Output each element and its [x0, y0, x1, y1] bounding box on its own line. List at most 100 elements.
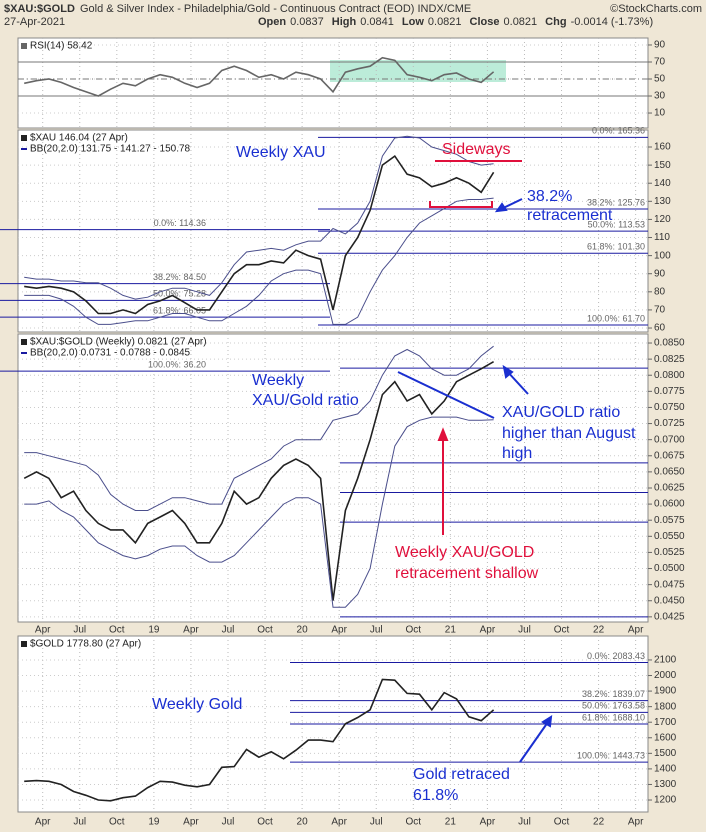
y-tick-label: 0.0675: [654, 450, 685, 461]
x-tick-label: Jul: [222, 625, 235, 636]
fib-label: 50.0%: 75.28: [153, 289, 206, 299]
panel-rsi: [17, 37, 649, 129]
y-tick-label: 1500: [654, 748, 677, 759]
x-tick-label: Apr: [183, 817, 199, 828]
y-tick-label: 1300: [654, 779, 677, 790]
x-tick-label: Jul: [370, 817, 383, 828]
band-line: [24, 135, 494, 300]
fib-label: 100.0%: 1443.73: [577, 750, 645, 760]
x-tick-label: Apr: [628, 817, 644, 828]
y-tick-label: 150: [654, 160, 671, 171]
x-tick-label: Apr: [628, 625, 644, 636]
y-tick-label: 10: [654, 108, 666, 119]
y-tick-label: 0.0525: [654, 547, 685, 558]
quote-value: -0.0014 (-1.73%): [571, 16, 654, 28]
y-tick-label: 1600: [654, 732, 677, 743]
quote-label: Open: [258, 16, 286, 28]
y-tick-label: 0.0600: [654, 499, 685, 510]
y-tick-label: 70: [654, 305, 666, 316]
y-tick-label: 0.0825: [654, 354, 685, 365]
fib-label: 61.8%: 101.30: [587, 242, 645, 252]
x-tick-label: Jul: [73, 625, 86, 636]
x-tick-label: 22: [593, 625, 605, 636]
x-tick-label: 19: [148, 817, 160, 828]
quote-label: High: [332, 16, 357, 28]
y-tick-label: 80: [654, 286, 666, 297]
fib-label: 0.0%: 2083.43: [587, 651, 645, 661]
y-tick-label: 130: [654, 196, 671, 207]
price-line: [24, 154, 495, 315]
arrow-head: [502, 364, 514, 379]
band-line: [24, 197, 494, 325]
x-tick-label: Apr: [35, 625, 51, 636]
x-tick-label: Apr: [35, 817, 51, 828]
fib-label: 61.8%: 1688.10: [582, 712, 645, 722]
x-tick-label: 21: [445, 625, 457, 636]
y-tick-label: 2100: [654, 655, 677, 666]
x-tick-label: Oct: [257, 625, 273, 636]
y-tick-label: 0.0475: [654, 579, 685, 590]
annotation: higher than August: [502, 425, 636, 442]
y-tick-label: 2000: [654, 670, 677, 681]
annotation: XAU/GOLD ratio: [502, 404, 620, 421]
x-tick-label: Oct: [406, 817, 422, 828]
annotation: retracement: [527, 207, 613, 224]
arrow-head: [494, 202, 508, 213]
annotation: Weekly Gold: [152, 696, 242, 713]
y-tick-label: 0.0450: [654, 595, 685, 606]
x-tick-label: 19: [148, 625, 160, 636]
quote-value: 0.0821: [428, 16, 462, 28]
y-tick-label: 0.0850: [654, 338, 685, 349]
x-tick-label: Apr: [331, 817, 347, 828]
legend-label: $XAU 146.04 (27 Apr): [30, 133, 128, 144]
annotation: Weekly: [252, 372, 304, 389]
quote-label: Low: [402, 16, 424, 28]
arrow: [519, 721, 549, 763]
price-line: [23, 361, 494, 601]
fib-label: 0.0%: 114.36: [154, 218, 206, 228]
annotation: 38.2%: [527, 188, 572, 205]
fib-label: 38.2%: 84.50: [153, 272, 206, 282]
annotation: XAU/Gold ratio: [252, 392, 359, 409]
fib-label: 50.0%: 113.53: [588, 220, 645, 230]
x-tick-label: Apr: [480, 817, 496, 828]
panel-ratio: [17, 333, 649, 623]
y-tick-label: 0.0550: [654, 531, 685, 542]
fib-label: 100.0%: 61.70: [587, 313, 645, 323]
annotation: retracement shallow: [395, 565, 539, 582]
x-tick-label: 22: [593, 817, 605, 828]
symbol: $XAU:$GOLD: [4, 3, 75, 15]
y-tick-label: 140: [654, 178, 671, 189]
y-tick-label: 90: [654, 268, 666, 279]
legend-swatch: [21, 339, 27, 345]
y-tick-label: 110: [654, 232, 670, 243]
trend-line: [397, 371, 495, 419]
y-tick-label: 60: [654, 323, 666, 334]
y-tick-label: 1900: [654, 686, 677, 697]
annotation: Sideways: [442, 141, 510, 158]
fib-label: 38.2%: 1839.07: [582, 689, 645, 699]
fib-label: 61.8%: 66.05: [153, 305, 206, 315]
arrow-head: [541, 715, 553, 728]
legend-label: RSI(14) 58.42: [30, 41, 93, 52]
x-tick-label: Oct: [554, 625, 570, 636]
description: Gold & Silver Index - Philadelphia/Gold …: [80, 3, 471, 15]
y-tick-label: 0.0650: [654, 467, 685, 478]
x-tick-label: Oct: [406, 625, 422, 636]
arrow-head: [437, 427, 449, 441]
y-tick-label: 1200: [654, 795, 677, 806]
quote-value: 0.0821: [504, 16, 538, 28]
x-tick-label: Jul: [518, 625, 531, 636]
price-line: [24, 678, 495, 802]
x-tick-label: Apr: [331, 625, 347, 636]
legend-label: $XAU:$GOLD (Weekly) 0.0821 (27 Apr): [30, 337, 207, 348]
x-tick-label: 20: [297, 817, 309, 828]
legend-label: BB(20,2.0) 0.0731 - 0.0788 - 0.0845: [30, 348, 191, 359]
y-tick-label: 0.0800: [654, 370, 685, 381]
y-tick-label: 1700: [654, 717, 677, 728]
y-tick-label: 50: [654, 74, 666, 85]
y-tick-label: 0.0575: [654, 515, 685, 526]
fib-label: 50.0%: 1763.58: [582, 701, 645, 711]
x-tick-label: Apr: [183, 625, 199, 636]
